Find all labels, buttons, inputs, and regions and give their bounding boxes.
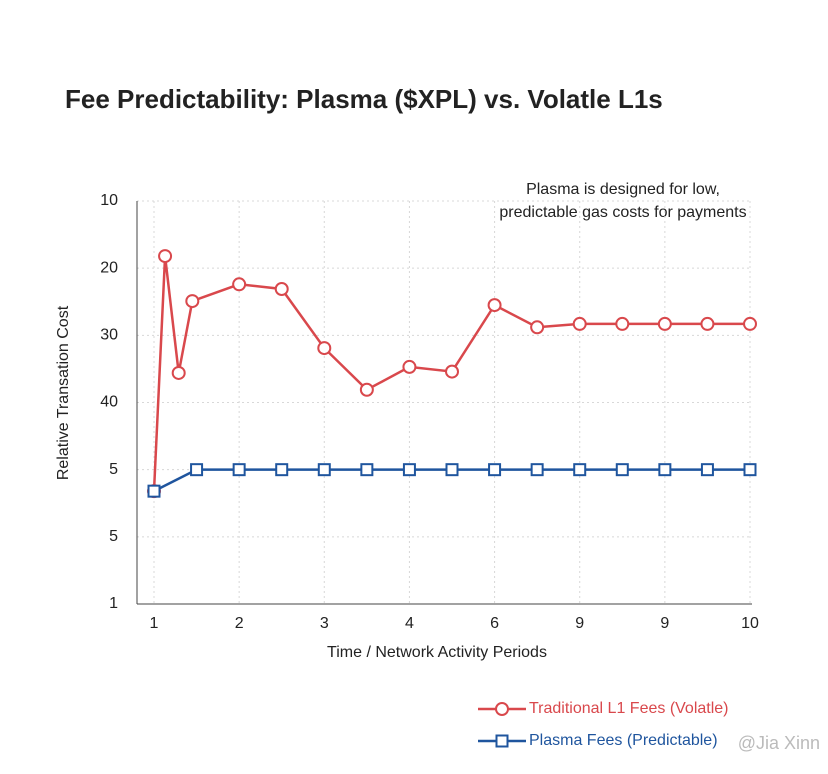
data-point xyxy=(359,382,374,397)
legend-marker xyxy=(495,734,509,748)
data-point xyxy=(360,463,374,477)
watermark: @Jia Xinn xyxy=(738,733,820,753)
x-tick-label: 6 xyxy=(490,615,499,632)
x-tick-label: 3 xyxy=(320,615,329,632)
y-axis-label: Relative Transation Cost xyxy=(55,305,72,480)
data-point xyxy=(274,281,289,296)
data-point xyxy=(530,320,545,335)
data-point xyxy=(615,316,630,331)
data-point xyxy=(572,316,587,331)
data-point xyxy=(488,463,502,477)
y-tick-label: 1 xyxy=(109,595,118,612)
y-tick-label: 5 xyxy=(109,528,118,545)
legend-label: Traditional L1 Fees (Volatle) xyxy=(529,700,729,717)
legend-label: Plasma Fees (Predictable) xyxy=(529,732,718,749)
data-point xyxy=(530,463,544,477)
data-point xyxy=(573,463,587,477)
data-point xyxy=(158,249,173,264)
data-point xyxy=(402,463,416,477)
data-point xyxy=(317,341,332,356)
data-point xyxy=(232,463,246,477)
data-point xyxy=(700,316,715,331)
data-point xyxy=(487,298,502,313)
data-point xyxy=(657,316,672,331)
data-point xyxy=(445,364,459,379)
x-tick-label: 1 xyxy=(150,615,159,632)
x-tick-label: 9 xyxy=(660,615,669,632)
data-point xyxy=(700,463,714,477)
data-point xyxy=(232,277,247,292)
data-point xyxy=(171,365,186,380)
y-tick-label: 20 xyxy=(100,259,118,276)
data-point xyxy=(275,463,289,477)
legend-marker xyxy=(495,702,509,716)
data-point xyxy=(402,359,417,374)
data-point xyxy=(743,316,757,331)
y-tick-label: 30 xyxy=(100,327,118,344)
data-point xyxy=(658,463,672,477)
data-point xyxy=(743,463,757,477)
data-point xyxy=(615,463,629,477)
data-point xyxy=(445,463,459,477)
y-tick-label: 5 xyxy=(109,461,118,478)
data-point xyxy=(317,463,331,477)
chart-title: Fee Predictability: Plasma ($XPL) vs. Vo… xyxy=(65,84,663,114)
data-point xyxy=(185,294,200,309)
y-tick-label: 40 xyxy=(100,394,118,411)
data-point xyxy=(147,484,161,498)
annotation: Plasma is designed for low, xyxy=(526,181,720,198)
x-tick-label: 9 xyxy=(575,615,584,632)
y-tick-label: 10 xyxy=(100,192,118,209)
x-tick-label: 10 xyxy=(741,615,759,632)
x-tick-label: 2 xyxy=(235,615,244,632)
data-point xyxy=(190,463,204,477)
x-axis-label: Time / Network Activity Periods xyxy=(327,644,547,661)
annotation: predictable gas costs for payments xyxy=(499,204,746,221)
x-tick-label: 4 xyxy=(405,615,414,632)
